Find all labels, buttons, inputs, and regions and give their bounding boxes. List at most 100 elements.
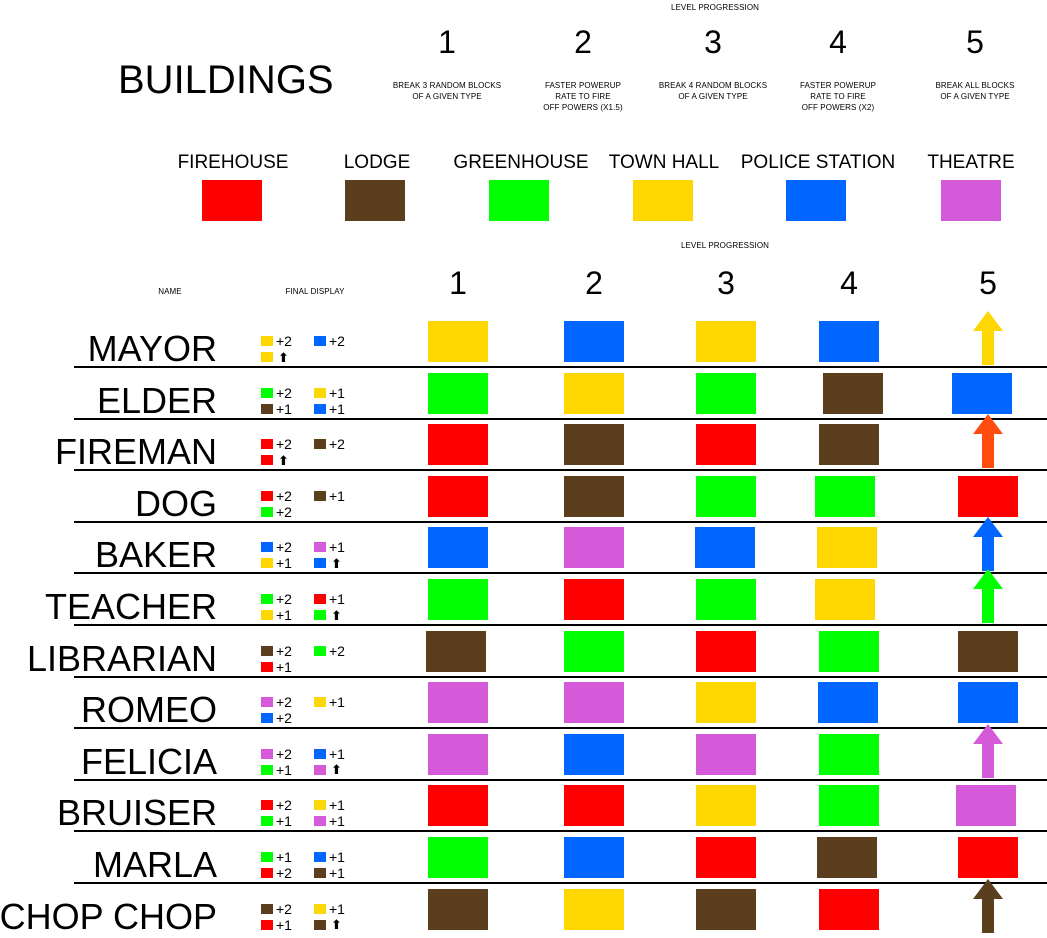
final-display-value: +1 <box>329 487 345 504</box>
final-display-value: +2 <box>276 539 292 556</box>
final-display-item: +2 <box>261 644 292 658</box>
level-arrow-cell <box>973 878 1003 938</box>
level-color-block <box>696 372 756 414</box>
final-display-item: +2 <box>314 437 345 451</box>
level-color-block <box>426 630 486 672</box>
final-display-item: ⬆ <box>261 453 289 467</box>
level-color-block <box>564 733 624 775</box>
final-display-value: +1 <box>329 400 345 417</box>
building-color-swatch <box>941 180 1001 221</box>
final-display-item: +1 <box>261 814 292 828</box>
level-progression-label-table: LEVEL PROGRESSION <box>680 241 770 250</box>
level-color-block <box>564 475 624 517</box>
top-level-description-line: OFF POWERS (X1.5) <box>543 103 623 112</box>
top-level-description-line: BREAK 3 RANDOM BLOCKS <box>392 81 502 90</box>
final-display-color-square <box>261 439 273 450</box>
level-color-block <box>956 785 1016 827</box>
row-divider <box>74 727 1047 730</box>
final-display-value: +1 <box>276 658 292 675</box>
final-display-item: +2 <box>261 505 292 519</box>
level-up-arrow-icon <box>973 414 1003 469</box>
row-divider <box>74 572 1047 575</box>
top-level-description-line: FASTER POWERUP <box>544 81 622 90</box>
building-color-swatch <box>202 180 262 221</box>
final-display-value: +1 <box>329 797 345 814</box>
table-level-number: 2 <box>585 265 603 301</box>
final-display-color-square <box>261 748 273 759</box>
final-display-color-square <box>261 490 273 501</box>
level-color-block <box>819 424 879 466</box>
final-display-color-square <box>314 903 326 914</box>
level-color-block <box>564 630 624 672</box>
up-arrow-icon: ⬆ <box>331 762 342 778</box>
final-display-color-square <box>314 697 326 708</box>
final-display-item: +2 <box>261 866 292 880</box>
level-up-arrow-icon <box>973 517 1003 572</box>
final-display-value: +2 <box>276 436 292 453</box>
building-name: FIREHOUSE <box>177 152 289 173</box>
character-name: TEACHER <box>44 586 217 627</box>
row-divider <box>74 469 1047 472</box>
final-display-color-square <box>314 852 326 862</box>
level-color-block <box>696 424 756 466</box>
final-display-value: +1 <box>276 813 292 830</box>
final-display-color-square <box>261 387 273 398</box>
final-display-color-square <box>261 868 273 878</box>
final-display-value: +1 <box>329 384 345 401</box>
final-display-item: +2 <box>261 747 292 761</box>
final-display-value: +2 <box>276 503 292 520</box>
final-display-color-square <box>314 558 326 569</box>
top-level-description-line: BREAK 4 RANDOM BLOCKS <box>658 81 768 90</box>
level-color-block <box>818 682 878 724</box>
final-display-color-square <box>314 387 326 398</box>
up-arrow-icon: ⬆ <box>331 917 342 933</box>
level-color-block <box>696 475 756 517</box>
final-display-color-square <box>261 800 273 811</box>
row-divider <box>74 520 1047 523</box>
final-display-item: +1 <box>314 386 345 400</box>
final-display-value: +2 <box>276 900 292 917</box>
final-display-color-square <box>314 336 326 346</box>
level-color-block <box>696 630 756 672</box>
buildings-title: BUILDINGS <box>118 58 334 102</box>
row-divider <box>74 830 1047 833</box>
final-display-color-square <box>261 610 273 620</box>
level-color-block <box>819 888 879 930</box>
row-divider <box>74 417 1047 420</box>
top-level-number: 4 <box>829 24 847 60</box>
final-display-color-square <box>314 610 326 620</box>
final-display-color-square <box>261 661 273 672</box>
level-up-arrow-icon <box>973 569 1003 623</box>
level-color-block <box>564 321 624 362</box>
final-display-value: +2 <box>329 333 345 349</box>
level-arrow-cell <box>973 569 1003 628</box>
level-up-arrow-icon <box>973 723 1003 778</box>
final-display-color-square <box>261 352 273 362</box>
up-arrow-icon: ⬆ <box>331 607 342 623</box>
top-level-number: 1 <box>438 24 456 60</box>
building-color-swatch <box>786 180 846 221</box>
final-display-value: +1 <box>276 849 292 865</box>
level-color-block <box>564 682 624 724</box>
row-divider <box>74 366 1047 368</box>
level-color-block <box>564 837 624 878</box>
final-display-color-square <box>261 852 273 862</box>
top-level-number: 3 <box>704 24 722 60</box>
final-display-value: +1 <box>276 916 292 933</box>
final-display-item: +2 <box>261 489 292 503</box>
character-name: MAYOR <box>87 328 217 369</box>
level-color-block <box>696 733 756 775</box>
final-display-item: +2 <box>261 798 292 812</box>
final-display-color-square <box>261 558 273 569</box>
final-display-item: ⬆ <box>261 350 289 364</box>
level-arrow-cell <box>973 723 1003 783</box>
top-level-description-line: RATE TO FIRE <box>555 92 611 101</box>
table-level-number: 5 <box>979 265 997 301</box>
character-name: FIREMAN <box>55 431 217 473</box>
final-display-item: +2 <box>261 592 292 606</box>
level-color-block <box>696 682 756 724</box>
character-name: BAKER <box>94 534 217 576</box>
final-display-item: +1 <box>261 556 292 570</box>
final-display-color-square <box>261 816 273 827</box>
level-color-block <box>819 321 879 362</box>
